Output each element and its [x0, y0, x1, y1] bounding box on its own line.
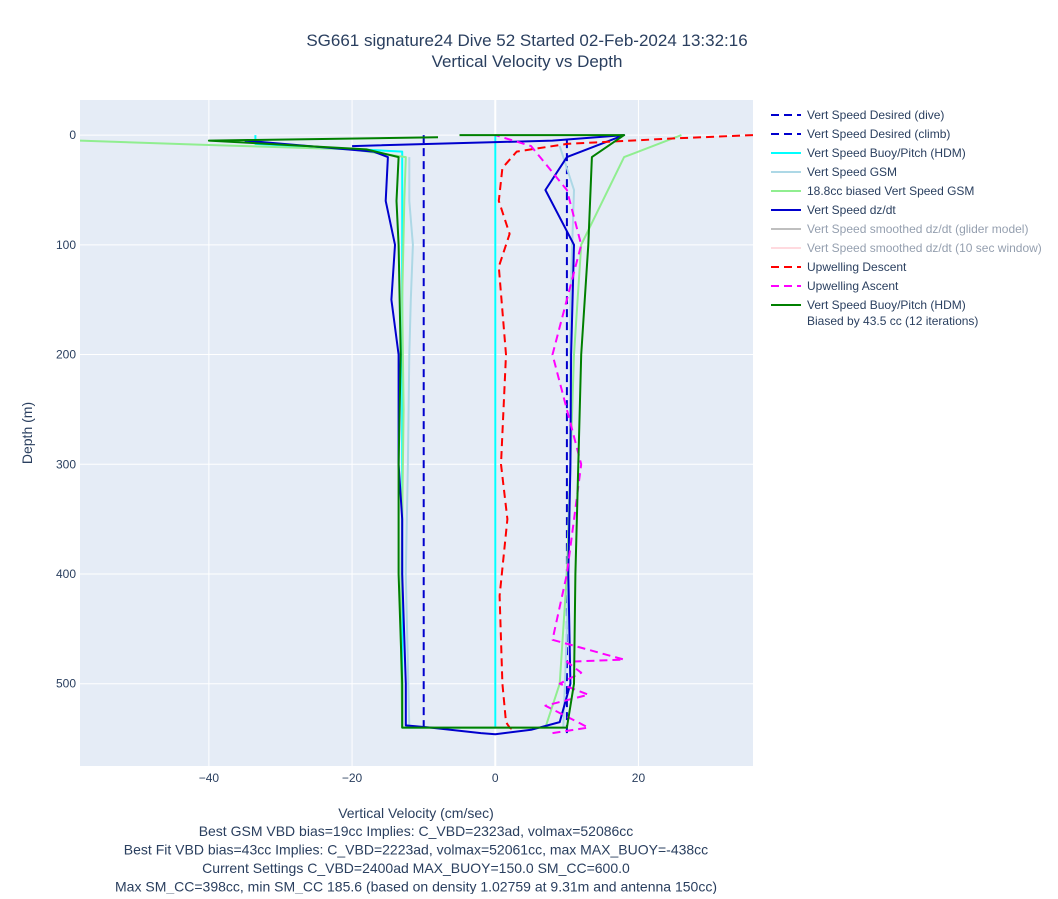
x-axis-label: Vertical Velocity (cm/sec): [338, 805, 494, 821]
chart-subtitle: Vertical Velocity vs Depth: [432, 52, 623, 71]
legend-item[interactable]: Vert Speed Desired (dive): [771, 108, 944, 122]
series-line-8: [497, 134, 753, 731]
legend-label: 18.8cc biased Vert Speed GSM: [807, 184, 974, 198]
legend-item[interactable]: Vert Speed Buoy/Pitch (HDM): [771, 146, 966, 160]
series-line-10: [207, 134, 626, 729]
y-tick-label: 400: [56, 567, 76, 581]
legend-item[interactable]: Vert Speed smoothed dz/dt (10 sec window…: [771, 241, 1042, 255]
legend[interactable]: Vert Speed Desired (dive) Vert Speed Desi…: [771, 108, 1042, 328]
legend-label: Vert Speed Buoy/Pitch (HDM) Biased by 43.…: [807, 298, 978, 328]
legend-label: Upwelling Descent: [807, 260, 907, 274]
legend-item[interactable]: 18.8cc biased Vert Speed GSM: [771, 184, 974, 198]
legend-label: Vert Speed Desired (climb): [807, 127, 950, 141]
y-tick-label: 500: [56, 677, 76, 691]
x-tick-label: 0: [492, 771, 499, 785]
legend-label: Vert Speed smoothed dz/dt (10 sec window…: [807, 241, 1042, 255]
y-tick-label: 300: [56, 457, 76, 471]
y-tick-label: 0: [69, 128, 76, 142]
legend-item[interactable]: Vert Speed GSM: [771, 165, 897, 179]
plot-area: [80, 100, 753, 766]
legend-label: Vert Speed GSM: [807, 165, 897, 179]
note-line: Best GSM VBD bias=19cc Implies: C_VBD=23…: [199, 823, 634, 839]
note-line: Best Fit VBD bias=43cc Implies: C_VBD=22…: [124, 842, 708, 858]
series-line-5: [244, 134, 626, 736]
legend-label: Vert Speed smoothed dz/dt (glider model): [807, 222, 1028, 236]
chart-title: SG661 signature24 Dive 52 Started 02-Feb…: [306, 31, 747, 50]
legend-item[interactable]: Vert Speed Buoy/Pitch (HDM) Biased by 43.…: [771, 298, 978, 328]
legend-label: Upwelling Ascent: [807, 279, 899, 293]
x-tick-labels: −40 −20 0 20: [199, 771, 646, 785]
x-axis-notes: Best GSM VBD bias=19cc Implies: C_VBD=23…: [115, 823, 717, 895]
note-line: Max SM_CC=398cc, min SM_CC 185.6 (based …: [115, 879, 717, 895]
legend-item[interactable]: Vert Speed smoothed dz/dt (glider model): [771, 222, 1028, 236]
series-line-3: [404, 145, 575, 729]
legend-label: Vert Speed Desired (dive): [807, 108, 944, 122]
x-tick-label: −40: [199, 771, 220, 785]
y-tick-label: 100: [56, 238, 76, 252]
series-lines: [80, 134, 753, 736]
y-tick-labels: 0 100 200 300 400 500: [56, 128, 76, 691]
series-line-9: [495, 134, 626, 735]
x-tick-label: −20: [342, 771, 363, 785]
legend-item[interactable]: Upwelling Descent: [771, 260, 907, 274]
legend-item[interactable]: Upwelling Ascent: [771, 279, 899, 293]
legend-item[interactable]: Vert Speed Desired (climb): [771, 127, 950, 141]
y-axis-label: Depth (m): [19, 402, 35, 464]
x-tick-label: 20: [632, 771, 646, 785]
legend-item[interactable]: Vert Speed dz/dt: [771, 203, 896, 217]
legend-label: Vert Speed dz/dt: [807, 203, 896, 217]
legend-label: Vert Speed Buoy/Pitch (HDM): [807, 146, 966, 160]
note-line: Current Settings C_VBD=2400ad MAX_BUOY=1…: [202, 860, 630, 876]
y-tick-label: 200: [56, 348, 76, 362]
